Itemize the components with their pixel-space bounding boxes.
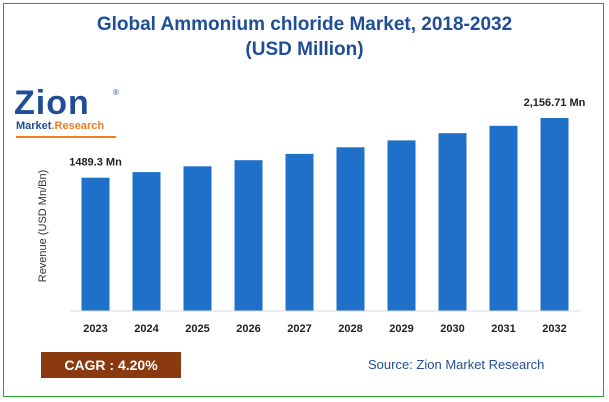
x-tick-label-2025: 2025 — [185, 323, 209, 335]
data-label-2023: 1489.3 Mn — [69, 157, 122, 169]
x-tick-label-2029: 2029 — [389, 323, 413, 335]
x-tick-label-2030: 2030 — [440, 323, 464, 335]
bar-2024 — [132, 172, 161, 311]
logo-subtitle-market: Market — [16, 120, 52, 132]
bar-2023 — [81, 177, 110, 311]
bar-2026 — [234, 160, 263, 311]
bar-2032 — [540, 118, 569, 311]
x-tick-label-2023: 2023 — [83, 323, 107, 335]
chart-title: Global Ammonium chloride Market, 2018-20… — [0, 12, 609, 62]
bar-2029 — [387, 140, 416, 311]
x-tick-label-2028: 2028 — [338, 323, 362, 335]
bars — [81, 118, 569, 311]
x-tick-label-2026: 2026 — [236, 323, 260, 335]
logo-subtitle-research: .Research — [51, 120, 105, 132]
bar-2031 — [489, 125, 518, 311]
x-tick-label-2024: 2024 — [134, 323, 159, 335]
data-label-2032: 2,156.71 Mn — [524, 97, 586, 109]
title-line-1: Global Ammonium chloride Market, 2018-20… — [96, 14, 513, 35]
logo-subtitle: Market.Research — [16, 120, 104, 132]
source-note: Source: Zion Market Research — [368, 357, 545, 372]
bar-2025 — [183, 166, 212, 311]
y-axis-label: Revenue (USD Mn/Bn) — [37, 170, 49, 283]
logo-wordmark: Zion — [14, 84, 90, 122]
logo-registered-mark: ® — [113, 88, 119, 97]
cagr-badge: CAGR : 4.20% — [41, 352, 181, 378]
logo-underline — [16, 136, 116, 138]
bar-2030 — [438, 133, 467, 311]
bar-2027 — [285, 153, 314, 311]
x-tick-label-2027: 2027 — [287, 323, 311, 335]
zion-logo: Zion ® Market.Research — [14, 86, 124, 140]
bar-2028 — [336, 147, 365, 311]
title-line-2: (USD Million) — [245, 39, 364, 60]
x-tick-label-2032: 2032 — [542, 323, 566, 335]
x-tick-label-2031: 2031 — [491, 323, 515, 335]
